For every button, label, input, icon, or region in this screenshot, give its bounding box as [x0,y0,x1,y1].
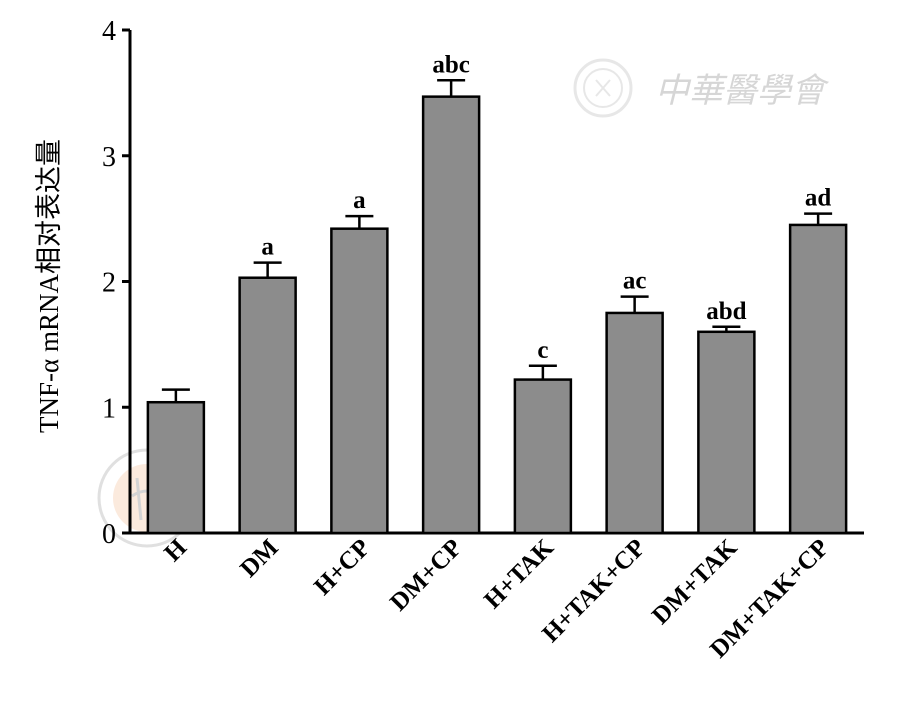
significance-label: a [353,187,366,214]
error-bar [161,388,190,403]
category-label: DM [235,534,284,583]
category-label: DM+TAK [647,534,743,630]
watermark-logo-top [573,58,633,118]
y-axis-title: TNF-α mRNA相对表达量 [34,139,64,433]
error-bar [620,295,649,313]
significance-label: a [261,234,274,261]
significance-label: ad [805,185,832,212]
bar [513,378,573,535]
error-bar [712,325,741,332]
significance-label: abc [432,51,470,78]
error-bar [345,214,374,229]
bar [421,95,481,535]
y-tick-label: 4 [102,16,116,47]
y-tick-label: 2 [102,268,116,299]
y-tick-label: 1 [102,393,116,424]
watermark-text: 中華醫學會 [655,73,830,110]
y-tick-label: 3 [102,142,116,173]
significance-label: abd [706,298,746,325]
error-bar [437,79,466,97]
significance-label: ac [623,268,647,295]
significance-label: c [537,337,548,364]
error-bar [528,364,557,380]
error-bar [804,212,833,225]
bar [238,276,297,535]
bar [697,330,756,535]
y-tick-label: 0 [102,519,116,550]
bar [605,311,664,535]
bar [788,223,848,535]
error-bar [253,261,282,278]
category-label: H+TAK [479,534,559,614]
bar [330,227,389,535]
bar [146,400,206,535]
category-label: DM+CP [385,534,467,616]
category-label: H+CP [309,534,375,600]
